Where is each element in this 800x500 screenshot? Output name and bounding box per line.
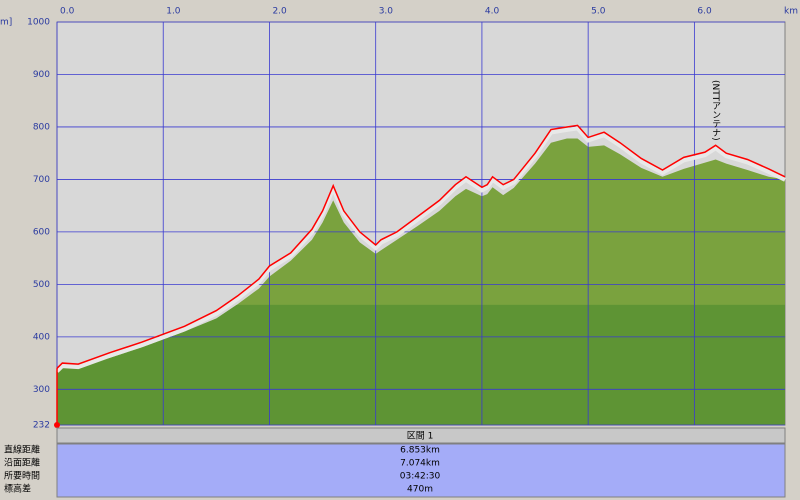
row-label: 所要時間: [4, 471, 40, 482]
x-axis-label: km: [784, 7, 798, 17]
summary-table: 区間 1 直線距離 6.853km 沿面距離 7.074km 所要時間 03:42:30 標高…: [4, 427, 786, 498]
row-value: 7.074km: [400, 459, 440, 469]
x-tick-label: 3.0: [379, 7, 394, 17]
row-value: 03:42:30: [400, 472, 441, 482]
header-bar: [56, 427, 786, 444]
start-marker: [54, 422, 60, 428]
table-header: 区間 1: [407, 431, 434, 442]
y-tick-label: 800: [33, 122, 50, 132]
y-tick-label: 1000: [27, 18, 50, 28]
row-value: 470m: [407, 485, 433, 495]
y-tick-label: 500: [33, 280, 50, 290]
row-label: 直線距離: [4, 444, 40, 456]
y-tick-label: 700: [33, 175, 50, 185]
x-tick-label: 1.0: [166, 7, 181, 17]
annotation: (NTTアンテナ): [710, 80, 721, 141]
x-tick-label: 6.0: [697, 7, 712, 17]
x-tick-label: 0.0: [60, 7, 75, 17]
y-tick-label: 900: [33, 70, 50, 80]
row-value: 6.853km: [400, 446, 440, 456]
y-tick-label: 300: [33, 385, 50, 395]
x-tick-label: 4.0: [485, 7, 500, 17]
row-label: 沿面距離: [4, 457, 40, 469]
y-tick-label: 232: [33, 421, 50, 431]
whitish-edge: [55, 126, 786, 373]
row-label: 標高差: [4, 483, 31, 495]
y-axis-label: m]: [0, 18, 12, 28]
y-tick-label: 400: [33, 332, 50, 342]
route-line: [56, 124, 786, 369]
values-area: [56, 443, 786, 498]
y-tick-label: 600: [33, 227, 50, 237]
x-tick-label: 5.0: [591, 7, 606, 17]
x-tick-label: 2.0: [272, 7, 287, 17]
